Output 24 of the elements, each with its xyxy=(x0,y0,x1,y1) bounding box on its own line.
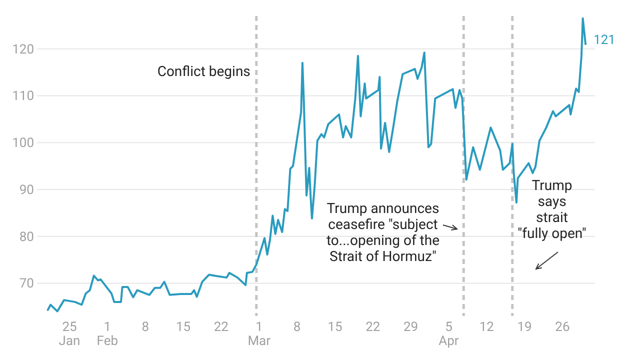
x-tick-label: 5 Apr xyxy=(438,320,460,349)
y-tick-label: 70 xyxy=(19,276,34,292)
x-tick-label: 1 Mar xyxy=(248,320,272,349)
y-tick-label: 90 xyxy=(19,182,34,198)
y-tick-label: 110 xyxy=(12,89,34,104)
x-tick-label: 8 xyxy=(142,320,150,335)
x-tick-label: 15 xyxy=(328,320,342,335)
x-tick-label: 8 xyxy=(293,320,301,335)
annotation: Trump says strait "fully open" xyxy=(518,178,586,242)
x-tick-label: 25 Jan xyxy=(58,320,80,349)
x-tick-label: 22 xyxy=(214,320,229,335)
x-tick-label: 29 xyxy=(403,320,418,335)
x-tick-label: 19 xyxy=(517,320,532,335)
x-tick-label: 22 xyxy=(366,320,380,335)
annotation: 121 xyxy=(594,33,616,48)
ref-line-label: Conflict begins xyxy=(157,64,250,80)
x-tick-label: 26 xyxy=(555,320,570,335)
y-tick-label: 100 xyxy=(12,136,34,152)
x-tick-label: 15 xyxy=(176,320,191,335)
x-tick-label: 12 xyxy=(479,320,494,335)
y-tick-label: 80 xyxy=(19,230,34,245)
annotation: Trump announces ceasefire "subject to...opening of the Strait of Hormuz" xyxy=(326,201,440,265)
x-tick-label: 1 Feb xyxy=(96,320,118,349)
y-tick-label: 120 xyxy=(12,42,34,58)
